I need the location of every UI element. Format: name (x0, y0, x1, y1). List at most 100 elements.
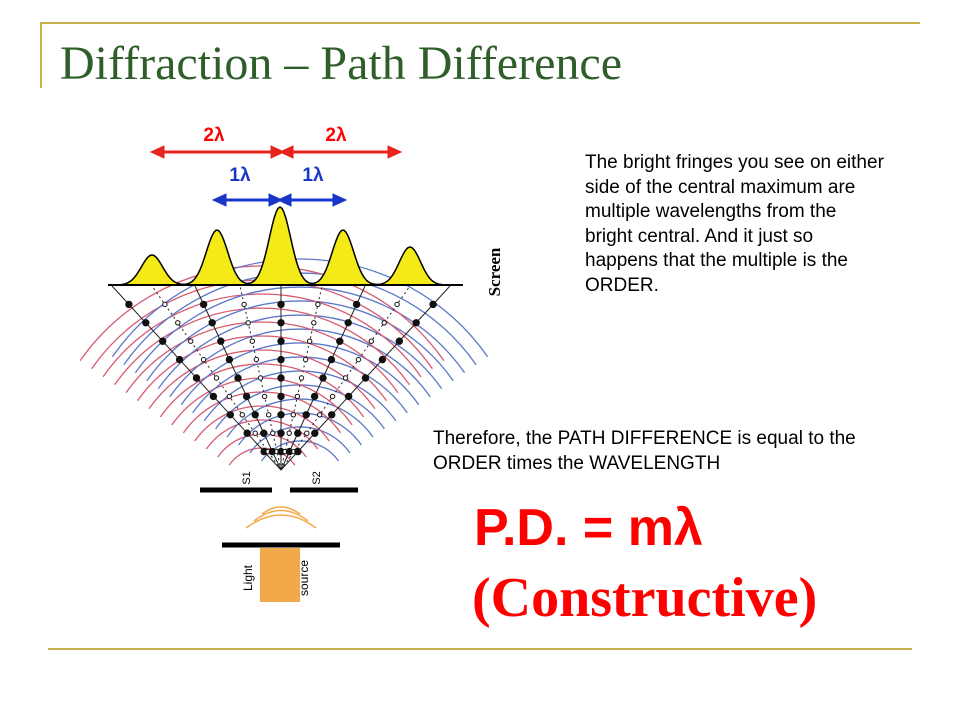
interference-point (328, 411, 336, 419)
one-lambda-label-left: 1λ (229, 165, 251, 186)
wave-fronts (79, 258, 489, 466)
interference-point (241, 301, 247, 308)
interference-point (226, 411, 235, 419)
interference-point (277, 355, 285, 364)
interference-point (192, 374, 201, 382)
wave-arc-right (180, 342, 420, 406)
formula: P.D. = mλ (474, 499, 703, 557)
source-label: source (297, 560, 311, 596)
interference-point (251, 411, 259, 419)
interference-point (304, 430, 310, 436)
interference-point (226, 393, 233, 400)
wave-arc-right (134, 286, 466, 374)
interference-point (261, 393, 268, 400)
interference-point (352, 300, 361, 309)
interference-point (277, 392, 285, 401)
interference-point (217, 337, 225, 345)
wave-arc-left (102, 293, 422, 378)
interference-point (260, 429, 268, 437)
interference-point (329, 393, 336, 400)
interference-point (243, 429, 251, 437)
interference-point (381, 320, 387, 326)
wave-arc-left (228, 447, 296, 466)
two-lambda-arrows (149, 145, 403, 159)
interference-points (125, 300, 437, 456)
interference-point (277, 411, 285, 419)
interference-point (249, 338, 256, 344)
interference-point (336, 337, 344, 345)
interference-point (208, 319, 216, 327)
interference-point (277, 319, 285, 327)
interference-point (344, 392, 353, 401)
interference-point (175, 355, 184, 364)
interference-point (429, 300, 437, 309)
interference-point (294, 429, 302, 437)
interference-point (344, 319, 352, 327)
interference-point (342, 375, 349, 381)
interference-point (175, 320, 181, 326)
top-rule (40, 22, 920, 24)
interference-point (286, 430, 292, 436)
interference-point (327, 355, 336, 364)
fringe-explanation: The bright fringes you see on either sid… (585, 152, 884, 296)
interference-point (213, 375, 220, 381)
interference-point (239, 412, 246, 418)
interference-point (302, 411, 310, 419)
wave-arc-right (226, 398, 374, 438)
path-difference-statement: Therefore, the PATH DIFFERENCE is equal … (433, 428, 856, 474)
interference-line (239, 285, 282, 471)
wave-arc-right (169, 328, 431, 398)
interference-point (395, 337, 403, 345)
wave-arc-left (136, 335, 388, 402)
interference-point (311, 429, 319, 437)
wave-arc-right (203, 370, 397, 422)
interference-point (310, 392, 319, 401)
interference-point (277, 337, 285, 345)
wave-arc-left (205, 419, 319, 450)
wave-arc-left (159, 363, 365, 418)
interference-point (290, 412, 296, 418)
wave-arc-left (194, 405, 330, 442)
interference-point (298, 375, 305, 381)
interference-point (225, 355, 234, 364)
interference-point (270, 430, 276, 436)
interference-point (315, 301, 321, 308)
interference-point (294, 447, 302, 456)
formula-note: (Constructive) (472, 567, 818, 629)
interference-point (209, 392, 218, 401)
light-label: Light (241, 564, 255, 591)
one-lambda-arrows (211, 193, 348, 207)
light-source (260, 548, 300, 602)
interference-point (394, 301, 400, 308)
interference-point (234, 374, 242, 382)
interference-point (319, 374, 327, 382)
wave-arc-right (249, 426, 351, 454)
wave-arc-right (111, 258, 489, 358)
interference-point (302, 356, 309, 363)
interference-point (200, 356, 207, 363)
interference-point (253, 356, 260, 363)
interference-point (378, 355, 387, 364)
wave-arc-right (146, 300, 454, 382)
interference-point (162, 301, 168, 308)
interference-point (368, 338, 374, 344)
wave-arc-right (157, 314, 443, 390)
source-waves (245, 506, 317, 529)
interference-point (277, 429, 285, 437)
interference-point (355, 356, 362, 363)
interference-point (252, 430, 258, 436)
two-lambda-label-right: 2λ (325, 125, 347, 146)
left-rule (40, 22, 42, 88)
diffraction-figure: Screen 2λ 2λ 1λ 1λ S1 S2 Light source (79, 125, 504, 602)
interference-point (142, 319, 150, 327)
two-lambda-label-left: 2λ (203, 125, 225, 146)
interference-point (125, 300, 133, 309)
interference-point (242, 392, 251, 401)
interference-point (307, 338, 313, 344)
interference-point (266, 412, 272, 418)
wave-arc-left (125, 321, 399, 394)
bright-fringes (108, 206, 463, 286)
interference-point (199, 300, 208, 309)
interference-point (412, 319, 420, 327)
interference-line (280, 285, 323, 471)
